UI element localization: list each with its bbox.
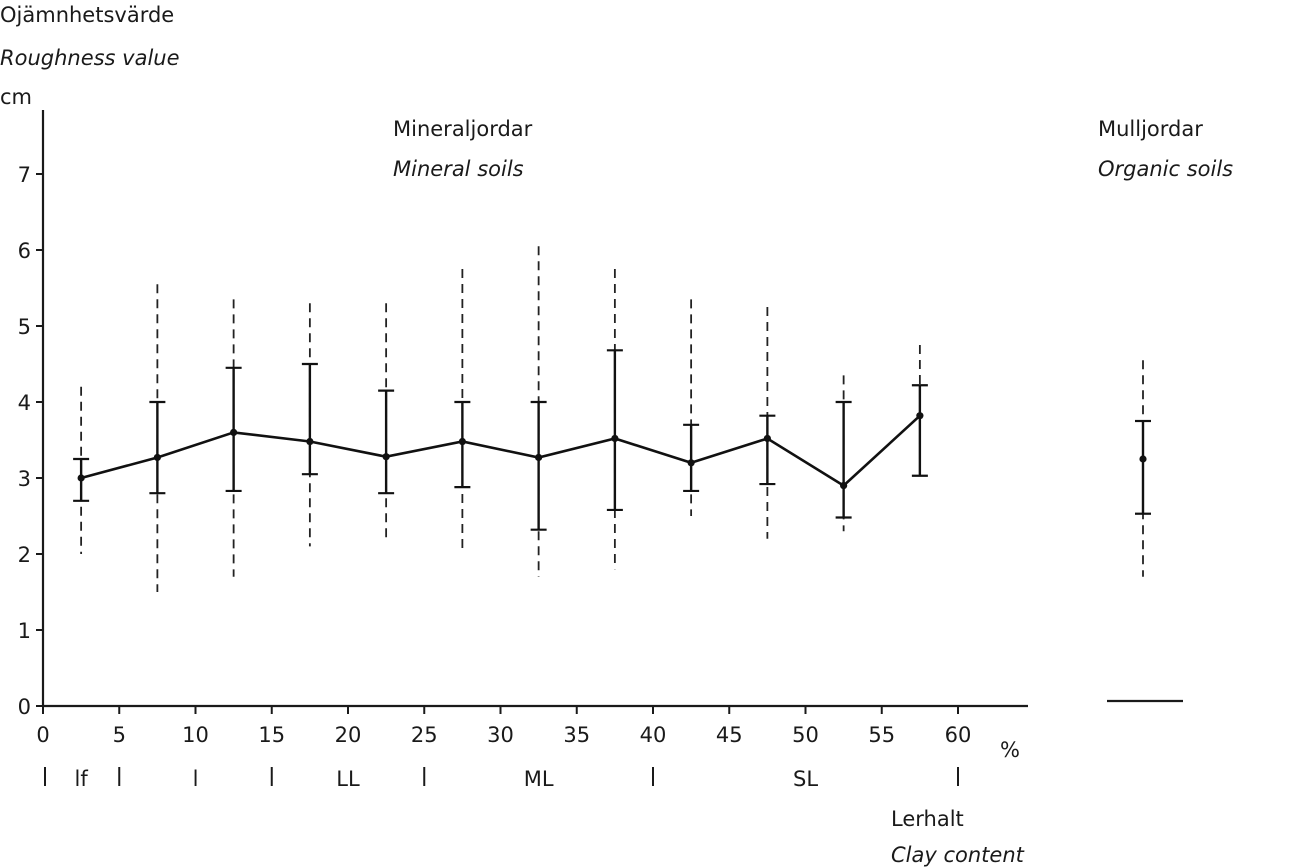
y-tick-label: 1 <box>18 619 31 643</box>
x-tick-label: 0 <box>36 723 49 747</box>
y-axis-unit: cm <box>0 85 32 109</box>
x-tick-label: 40 <box>640 723 667 747</box>
x-axis-title-en: Clay content <box>891 843 1025 867</box>
mean-point <box>611 434 619 443</box>
y-axis-title-en: Roughness value <box>0 46 180 70</box>
y-tick-label: 6 <box>18 239 31 263</box>
mean-series-line <box>80 414 921 488</box>
x-tick-label: 20 <box>335 723 362 747</box>
x-tick-label: 60 <box>945 723 972 747</box>
mean-point <box>840 482 848 490</box>
organic-soils-label-en: Organic soils <box>1098 157 1233 181</box>
mean-point <box>535 453 543 462</box>
y-tick-label: 3 <box>18 467 31 491</box>
soil-class-label: ML <box>524 767 554 791</box>
x-tick-label: 55 <box>868 723 895 747</box>
soil-class-label: LL <box>336 767 360 791</box>
mean-point <box>153 453 161 462</box>
x-tick-label: 5 <box>113 723 126 747</box>
mineral-soils-label-sv: Mineraljordar <box>393 117 533 141</box>
x-tick-label: 25 <box>411 723 438 747</box>
mean-point <box>687 459 695 467</box>
mineral-soils-label-en: Mineral soils <box>393 157 524 181</box>
mean-point <box>306 437 314 446</box>
x-tick-label: 50 <box>792 723 819 747</box>
soil-class-row: lf l LL ML SL <box>44 767 959 791</box>
soil-class-label: SL <box>793 767 818 791</box>
organic-soils-label-sv: Mulljordar <box>1098 117 1203 141</box>
y-ticks: 0 1 2 3 4 5 6 7 <box>18 163 43 719</box>
x-tick-label: 35 <box>563 723 590 747</box>
x-tick-label: 15 <box>258 723 285 747</box>
x-ticks: 0 5 10 15 20 25 30 35 40 45 50 55 60 <box>36 706 971 747</box>
soil-class-label: lf <box>75 767 89 791</box>
x-tick-label: 45 <box>716 723 743 747</box>
mean-point <box>230 428 238 436</box>
x-axis-unit: % <box>1000 738 1020 762</box>
mean-point <box>77 474 85 482</box>
mean-point <box>458 437 466 446</box>
organic-mean-point <box>1139 455 1147 463</box>
mean-point <box>916 412 924 420</box>
y-tick-label: 4 <box>18 391 31 415</box>
mean-point <box>382 453 390 461</box>
x-tick-label: 30 <box>487 723 514 747</box>
mean-point <box>763 434 771 443</box>
x-tick-label: 10 <box>182 723 209 747</box>
y-axis-title-sv: Ojämnhetsvärde <box>0 3 174 27</box>
y-tick-label: 2 <box>18 543 31 567</box>
y-tick-label: 5 <box>18 315 31 339</box>
x-axis-title-sv: Lerhalt <box>891 807 964 831</box>
soil-class-label: l <box>193 767 199 791</box>
data-marks <box>73 246 1151 592</box>
y-tick-label: 7 <box>18 163 31 187</box>
y-tick-label: 0 <box>18 695 31 719</box>
